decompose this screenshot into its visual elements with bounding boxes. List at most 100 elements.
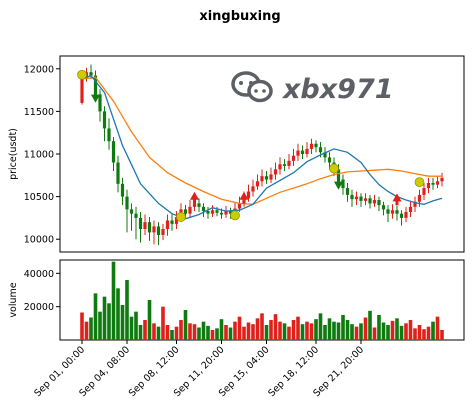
candle-body: [161, 228, 165, 235]
candle-body: [345, 188, 350, 195]
ma-slow-line: [81, 76, 442, 205]
volume-bar: [300, 324, 305, 340]
candle-body: [255, 181, 260, 187]
price-tick-label: 10500: [24, 192, 54, 203]
volume-tick-label: 20000: [24, 302, 54, 313]
candle-body: [395, 210, 399, 214]
volume-bar: [273, 314, 278, 340]
volume-bar: [435, 316, 440, 340]
candle-body: [287, 160, 291, 166]
volume-panel: 20000 40000 volume: [8, 259, 465, 341]
candle-body: [341, 179, 345, 189]
volume-bar: [152, 323, 156, 340]
volume-bar: [246, 322, 251, 340]
candle-body: [323, 152, 327, 158]
candle-body: [206, 211, 210, 214]
candle-body: [291, 155, 296, 161]
volume-bar: [255, 318, 260, 340]
volume-bar: [242, 326, 246, 340]
candle-body: [278, 164, 282, 170]
price-tick-label: 11000: [24, 150, 54, 161]
volume-bar: [197, 327, 201, 340]
volume-bar: [84, 321, 89, 340]
candle-body: [350, 194, 354, 200]
volume-bar: [336, 322, 341, 340]
volume-bar: [237, 316, 242, 340]
volume-bar: [296, 316, 300, 340]
volume-bar: [287, 326, 291, 340]
volume-bar: [278, 321, 282, 340]
candle-body: [156, 226, 161, 235]
candle-body: [111, 141, 116, 163]
volume-bar: [327, 318, 332, 340]
candle-body: [174, 217, 179, 224]
watermark: xbx971: [231, 71, 394, 105]
volume-bar: [318, 313, 323, 340]
candle-body: [143, 222, 147, 229]
volume-bar: [138, 325, 143, 340]
candle-body: [210, 210, 215, 214]
volume-bar: [98, 311, 102, 340]
volume-bar: [192, 324, 197, 340]
signal-marker: [414, 177, 425, 188]
price-tick-label: 11500: [24, 107, 54, 118]
candle-body: [426, 182, 431, 189]
wechat-icon: [231, 71, 273, 103]
volume-bar: [377, 315, 381, 340]
volume-bar: [89, 317, 93, 340]
candle-body: [336, 169, 341, 180]
volume-bar: [282, 323, 287, 340]
candle-body: [147, 222, 152, 233]
volume-bar: [368, 310, 372, 340]
signal-marker: [176, 212, 186, 222]
volume-bar: [314, 319, 318, 340]
candle-body: [354, 196, 359, 200]
candle-body: [107, 128, 111, 142]
volume-bar: [116, 288, 120, 340]
candle-body: [282, 164, 287, 166]
volume-bar: [107, 303, 111, 340]
volume-bar: [381, 322, 386, 340]
candle-body: [404, 211, 408, 218]
volume-bar: [80, 312, 84, 340]
volume-bar: [431, 321, 435, 340]
volume-bar: [404, 323, 408, 340]
watermark-text: xbx971: [281, 74, 394, 105]
volume-bar: [345, 320, 350, 340]
volume-bar: [111, 261, 116, 340]
sell-arrow-marker: [91, 90, 100, 103]
volume-bar: [215, 328, 219, 340]
volume-bar: [251, 324, 255, 340]
candle-body: [237, 203, 242, 209]
volume-bar: [201, 321, 206, 340]
volume-bar: [354, 326, 359, 340]
candle-body: [381, 205, 386, 210]
volume-bar: [224, 325, 228, 340]
candle-body: [368, 198, 372, 204]
price-tick-label: 12000: [24, 64, 54, 75]
candle-body: [390, 210, 395, 214]
candle-body: [183, 209, 188, 214]
volume-bar: [386, 325, 390, 340]
volume-bar: [129, 316, 134, 340]
candle-body: [264, 176, 269, 180]
candle-body: [318, 147, 323, 153]
volume-bar: [413, 328, 417, 340]
candle-body: [102, 111, 107, 129]
candle-body: [89, 72, 93, 76]
candle-body: [408, 206, 413, 212]
volume-bar: [417, 325, 422, 340]
candle-body: [296, 150, 300, 156]
buy-arrow-marker: [190, 191, 199, 204]
candle-body: [359, 196, 363, 201]
volume-bar: [174, 326, 179, 340]
candle-body: [134, 213, 138, 218]
candle-body: [377, 200, 381, 206]
volume-bar: [93, 293, 98, 340]
volume-bar: [161, 306, 165, 340]
candle-body: [309, 143, 314, 149]
volume-tick-label: 40000: [24, 269, 54, 280]
volume-bar: [102, 296, 107, 340]
